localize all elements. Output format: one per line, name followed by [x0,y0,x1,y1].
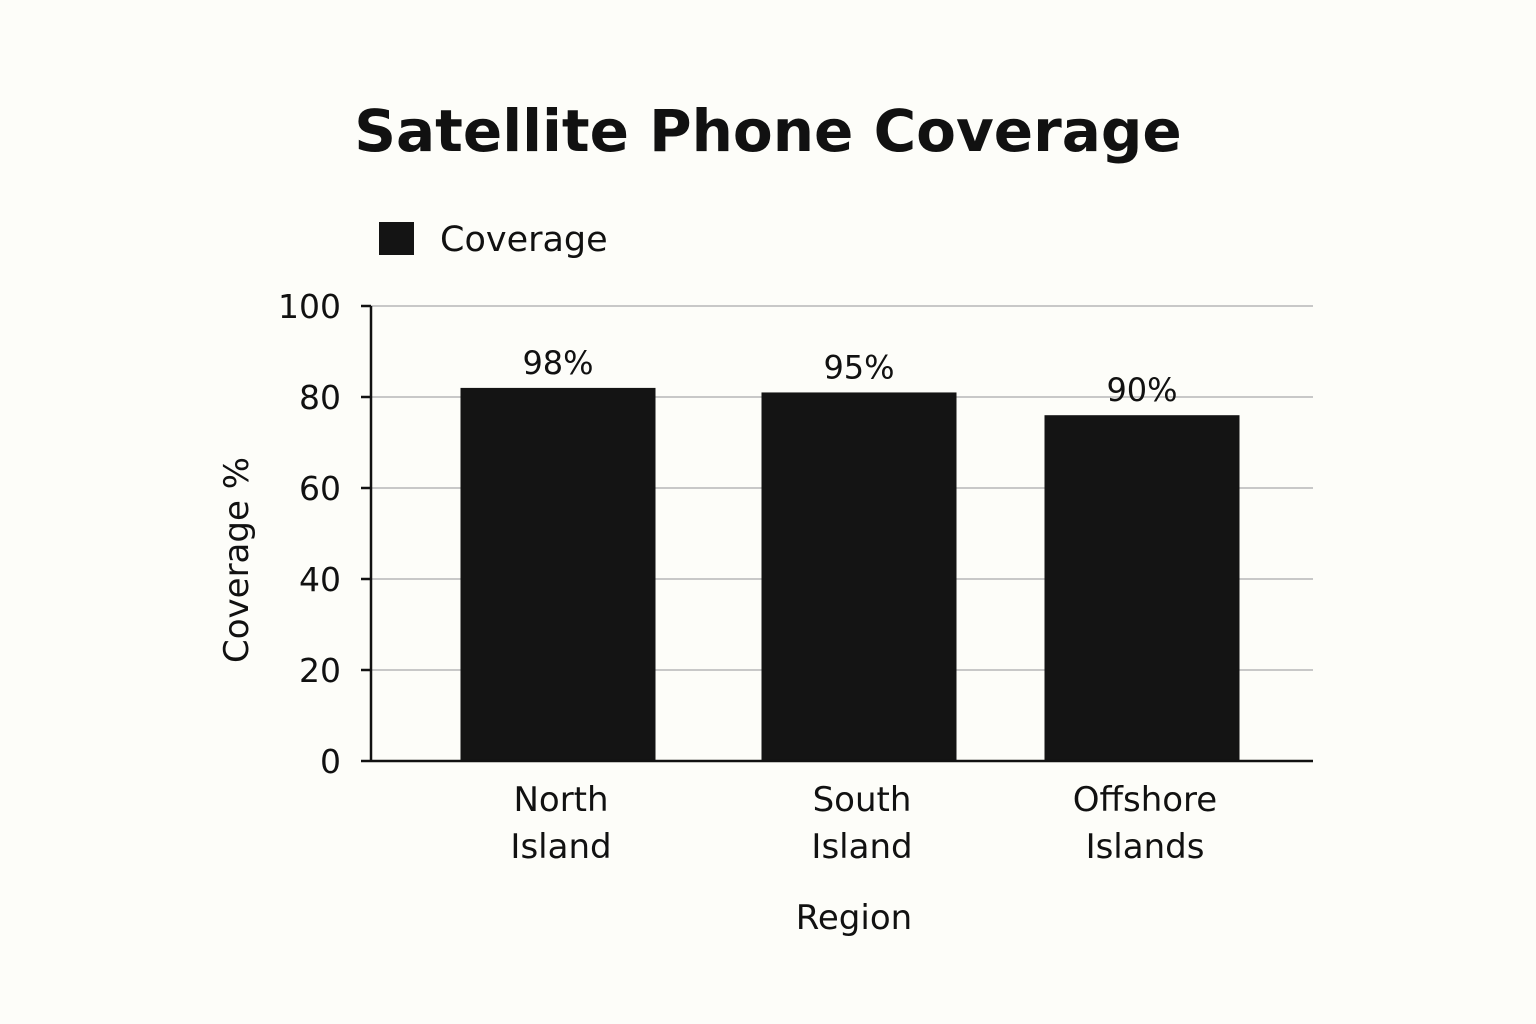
x-axis-title: Region [796,898,912,938]
x-category-label-line: Islands [1086,827,1205,867]
y-tick-label: 0 [320,742,341,781]
x-category-label: Offshore Islands [1073,780,1217,867]
y-axis-title: Coverage % [217,457,257,663]
y-tick-label: 100 [278,287,341,326]
data-labels: 98% 95% 90% [522,344,1177,409]
legend-swatch [379,222,414,255]
data-label: 98% [522,344,593,382]
x-category-label-line: South [813,780,912,820]
bar [460,387,656,761]
chart-title: Satellite Phone Coverage [354,97,1182,165]
y-axis-ticks: 0 20 40 60 80 100 [278,287,371,781]
y-tick-label: 60 [299,469,341,508]
y-tick-label: 40 [299,560,341,599]
legend: Coverage [379,220,608,260]
x-category-label-line: Offshore [1073,780,1217,820]
y-tick-label: 20 [299,651,341,690]
x-category-label-line: Island [510,827,611,867]
legend-label: Coverage [440,220,608,260]
bar [1044,415,1240,761]
bar [761,392,957,761]
bars [460,387,1240,761]
data-label: 90% [1106,371,1177,409]
x-category-label: North Island [510,780,611,867]
x-category-label-line: North [513,780,608,820]
x-axis-categories: North Island South Island Offshore Islands [510,780,1217,867]
x-category-label-line: Island [811,827,912,867]
data-label: 95% [823,348,894,386]
y-tick-label: 80 [299,378,341,417]
axes [369,306,1313,763]
x-category-label: South Island [811,780,912,867]
